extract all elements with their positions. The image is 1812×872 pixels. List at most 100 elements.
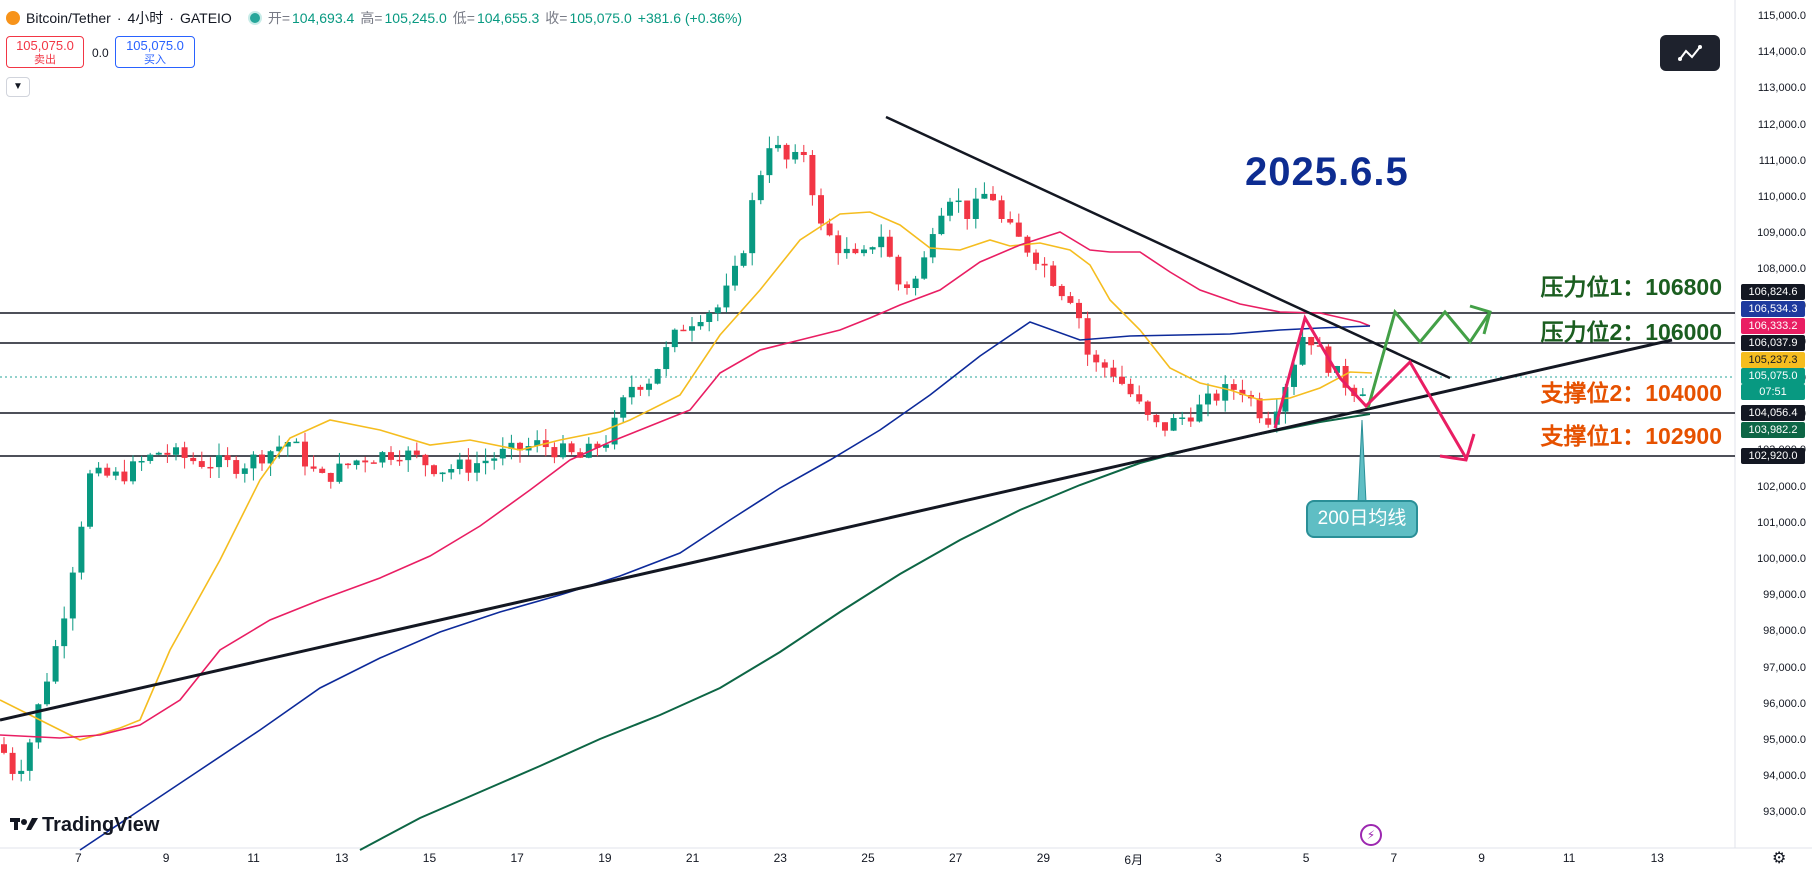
time-axis-label: 23 <box>773 851 787 865</box>
low-value: 104,655.3 <box>476 10 540 26</box>
candle-body <box>224 455 231 461</box>
candle-body <box>628 386 635 398</box>
time-axis-label: 3 <box>1215 851 1222 865</box>
candle-body <box>147 454 154 461</box>
price-tag: 105,075.0 <box>1741 368 1805 384</box>
price-tag: 102,920.0 <box>1741 448 1805 464</box>
candle-body <box>422 454 429 466</box>
price-axis-label: 93,000.0 <box>1763 806 1806 819</box>
price-tag: 106,333.2 <box>1741 318 1805 334</box>
candle-body <box>714 307 721 314</box>
time-axis-label: 17 <box>510 851 524 865</box>
candle-body <box>740 253 747 266</box>
candle-body <box>938 215 945 235</box>
time-axis-label: 7 <box>1390 851 1398 865</box>
time-axis-label: 13 <box>335 851 349 865</box>
candle-body <box>319 468 326 473</box>
buy-button[interactable]: 105,075.0 买入 <box>115 36 195 68</box>
candle-body <box>482 460 489 464</box>
bullish-scenario-path <box>1366 308 1492 409</box>
candle-body <box>474 463 480 473</box>
candle-body <box>1093 354 1100 363</box>
price-axis-label: 114,000.0 <box>1757 46 1806 59</box>
candle-body <box>1282 386 1289 412</box>
candle-body <box>190 457 197 462</box>
candle-body <box>783 144 790 160</box>
candle-body <box>904 284 910 289</box>
candle-body <box>78 526 85 573</box>
candle-body <box>775 144 781 149</box>
drawing-tool-button[interactable] <box>1660 35 1720 71</box>
time-axis-label: 21 <box>685 851 700 865</box>
ma200-callout: 200日均线 <box>1306 500 1418 538</box>
bitcoin-icon <box>6 11 20 25</box>
candle-body <box>396 459 403 462</box>
candle-body <box>164 452 171 455</box>
candle-body <box>757 175 764 201</box>
candle-body <box>878 236 885 248</box>
symbol-name[interactable]: Bitcoin/Tether <box>26 10 111 26</box>
candle-body <box>835 235 842 254</box>
lightning-icon[interactable]: ⚡ <box>1360 824 1382 846</box>
candle-body <box>964 200 971 219</box>
candle-body <box>87 473 93 527</box>
candle-body <box>534 440 541 447</box>
candle-body <box>1170 418 1177 431</box>
settings-icon[interactable]: ⚙ <box>1772 850 1787 867</box>
candle-body <box>1067 296 1074 303</box>
candle-body <box>706 313 713 322</box>
ma-long-line <box>79 321 1371 851</box>
candle-body <box>869 247 876 250</box>
price-axis-label: 100,000.0 <box>1757 553 1806 565</box>
candle-body <box>138 460 145 463</box>
candle-body <box>921 257 928 279</box>
time-axis-label: 15 <box>422 851 437 865</box>
candle-body <box>95 467 102 474</box>
candle-body <box>388 452 394 460</box>
candle-body <box>809 155 816 196</box>
tradingview-logo[interactable]: TradingView <box>10 814 159 837</box>
price-axis-label: 113,000.0 <box>1757 82 1806 95</box>
candle-body <box>568 443 575 453</box>
sell-label: 卖出 <box>34 54 56 66</box>
candle-body <box>465 459 472 473</box>
support-2-label: 支撑位2：104000 <box>1540 380 1722 406</box>
price-axis-label: 112,000.0 <box>1757 118 1806 131</box>
candle-body <box>499 448 506 459</box>
sell-button[interactable]: 105,075.0 卖出 <box>6 36 84 68</box>
candle-body <box>35 704 42 743</box>
timeframe[interactable]: 4小时 <box>127 10 164 26</box>
candle-body <box>276 446 283 452</box>
price-axis-label: 110,000.0 <box>1757 191 1806 203</box>
spread-value: 0.0 <box>92 46 109 60</box>
candle-body <box>155 452 162 455</box>
candle-body <box>379 452 386 463</box>
candle-body <box>448 469 455 473</box>
collapse-legend-button[interactable]: ▼ <box>6 77 30 97</box>
candle-body <box>697 321 704 327</box>
price-axis-label: 94,000.0 <box>1763 770 1806 783</box>
candle-body <box>1101 362 1108 368</box>
candle-body <box>1359 394 1366 396</box>
price-axis-label: 102,000.0 <box>1757 480 1806 493</box>
candle-body <box>1084 318 1091 355</box>
candle-body <box>972 198 979 219</box>
candle-body <box>603 444 609 448</box>
buy-label: 买入 <box>144 54 166 66</box>
candle-body <box>345 463 351 466</box>
candle-body <box>766 148 773 176</box>
candle-body <box>1136 394 1143 402</box>
candle-body <box>680 329 687 332</box>
candle-body <box>233 460 240 474</box>
change-value: +381.6 (+0.36%) <box>637 10 743 26</box>
candle-body <box>732 265 738 286</box>
candle-body <box>689 326 695 331</box>
time-axis-label: 29 <box>1036 851 1051 865</box>
candle-body <box>912 278 919 289</box>
candle-body <box>560 443 566 458</box>
price-tag: 106,824.6 <box>1741 284 1805 300</box>
time-axis-label: 11 <box>247 851 260 865</box>
time-axis-label: 5 <box>1302 851 1310 865</box>
candle-body <box>267 451 274 464</box>
